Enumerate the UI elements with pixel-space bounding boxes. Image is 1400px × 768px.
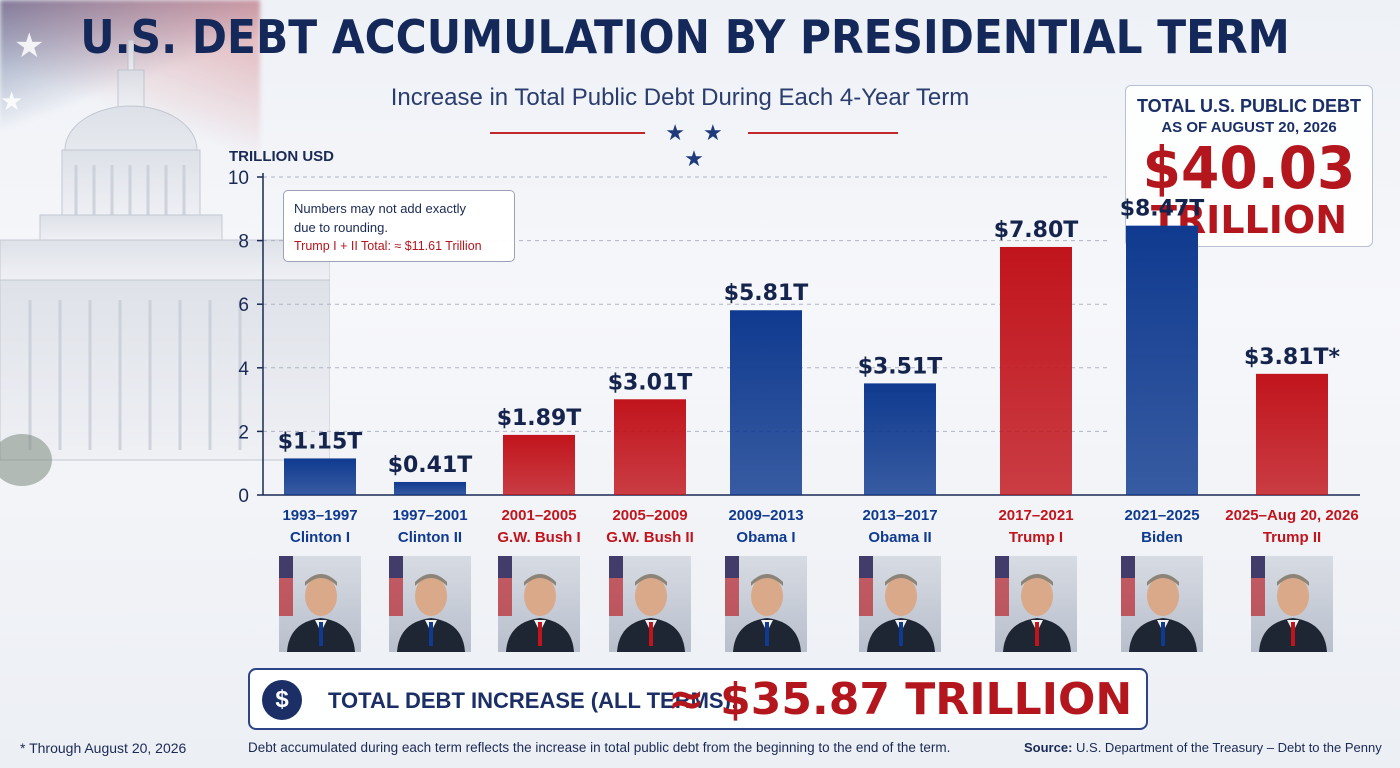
portrait-icon xyxy=(389,556,471,652)
note-line-2: due to rounding. xyxy=(294,220,388,235)
president-label: Biden xyxy=(1141,529,1183,546)
page-title: U.S. DEBT ACCUMULATION BY PRESIDENTIAL T… xyxy=(80,10,1290,64)
bar xyxy=(284,458,356,495)
total-debt-date: AS OF AUGUST 20, 2026 xyxy=(1161,119,1337,136)
portrait-icon xyxy=(995,556,1077,652)
y-tick-label: 2 xyxy=(238,422,249,443)
dollar-icon: $ xyxy=(262,680,302,720)
portrait-icon xyxy=(279,556,361,652)
bar xyxy=(614,399,686,495)
source-label: Source: xyxy=(1024,740,1073,755)
president-label: G.W. Bush II xyxy=(606,529,694,546)
x-tick-label: 2005–2009 xyxy=(612,507,687,524)
bar-value-label: $3.01T xyxy=(608,370,693,395)
portrait-icon xyxy=(1251,556,1333,652)
x-tick-label: 1997–2001 xyxy=(392,507,467,524)
bar xyxy=(1256,373,1328,495)
x-tick-label: 2017–2021 xyxy=(998,507,1073,524)
y-tick-label: 4 xyxy=(238,359,249,380)
total-debt-label: TOTAL U.S. PUBLIC DEBT xyxy=(1136,96,1361,116)
portrait-icon xyxy=(859,556,941,652)
x-tick-label: 1993–1997 xyxy=(282,507,357,524)
president-label: Obama I xyxy=(736,529,795,546)
y-axis-label: TRILLION USD xyxy=(229,148,334,165)
note-line-3: Trump I + II Total: ≈ $11.61 Trillion xyxy=(294,239,482,253)
y-tick-label: 0 xyxy=(238,486,249,507)
footnote-explanation: Debt accumulated during each term reflec… xyxy=(248,740,951,755)
source-note: Source: U.S. Department of the Treasury … xyxy=(1024,740,1382,755)
total-increase-label: TOTAL DEBT INCREASE (ALL TERMS): xyxy=(328,688,739,713)
bar-value-label: $8.47T xyxy=(1120,197,1205,222)
bar xyxy=(1126,225,1198,496)
x-tick-label: 2025–Aug 20, 2026 xyxy=(1225,507,1358,524)
president-label: G.W. Bush I xyxy=(497,529,580,546)
bar xyxy=(864,383,936,495)
total-debt-value: $40.03 xyxy=(1142,134,1356,202)
y-tick-label: 10 xyxy=(228,168,249,189)
bar-value-label: $3.51T xyxy=(858,354,943,379)
bar xyxy=(503,434,575,495)
x-tick-label: 2001–2005 xyxy=(501,507,576,524)
president-label: Trump I xyxy=(1009,529,1063,546)
decor-stars-icon: ★ ★ ★ xyxy=(665,120,729,171)
rounding-note: Numbers may not add exactly due to round… xyxy=(283,190,515,262)
president-label: Clinton I xyxy=(290,529,350,546)
bar-value-label: $5.81T xyxy=(724,281,809,306)
portrait-icon xyxy=(609,556,691,652)
note-line-1: Numbers may not add exactly xyxy=(294,201,466,216)
y-tick-label: 6 xyxy=(238,295,249,316)
y-tick-label: 8 xyxy=(238,232,249,253)
capitol-building-icon xyxy=(0,39,330,486)
bar-value-label: $1.15T xyxy=(278,429,363,454)
x-tick-label: 2013–2017 xyxy=(862,507,937,524)
portrait-icon xyxy=(725,556,807,652)
flag-star-icon: ★ xyxy=(0,86,24,116)
total-increase-value: ≈ $35.87 TRILLION xyxy=(668,674,1133,725)
bar-value-label: $0.41T xyxy=(388,453,473,478)
president-label: Clinton II xyxy=(398,529,462,546)
bar xyxy=(1000,246,1072,495)
total-debt-box: TOTAL U.S. PUBLIC DEBT AS OF AUGUST 20, … xyxy=(1125,85,1373,247)
president-label: Obama II xyxy=(868,529,931,546)
bar-value-label: $1.89T xyxy=(497,406,582,431)
bar-value-label: $3.81T* xyxy=(1244,345,1341,370)
page-subtitle: Increase in Total Public Debt During Eac… xyxy=(390,84,970,111)
portrait-icon xyxy=(1121,556,1203,652)
president-label: Trump II xyxy=(1263,529,1321,546)
flag-star-icon: ★ xyxy=(14,27,45,65)
divider-left xyxy=(490,132,645,134)
x-tick-label: 2009–2013 xyxy=(728,507,803,524)
bar xyxy=(394,481,466,495)
divider-right xyxy=(748,132,898,134)
portrait-icon xyxy=(498,556,580,652)
source-text: U.S. Department of the Treasury – Debt t… xyxy=(1076,740,1382,755)
total-increase-box: $ TOTAL DEBT INCREASE (ALL TERMS): ≈ $35… xyxy=(248,668,1148,730)
x-tick-label: 2021–2025 xyxy=(1124,507,1199,524)
footnote-through-date: * Through August 20, 2026 xyxy=(20,740,187,756)
bar-value-label: $7.80T xyxy=(994,218,1079,243)
bar xyxy=(730,310,802,495)
